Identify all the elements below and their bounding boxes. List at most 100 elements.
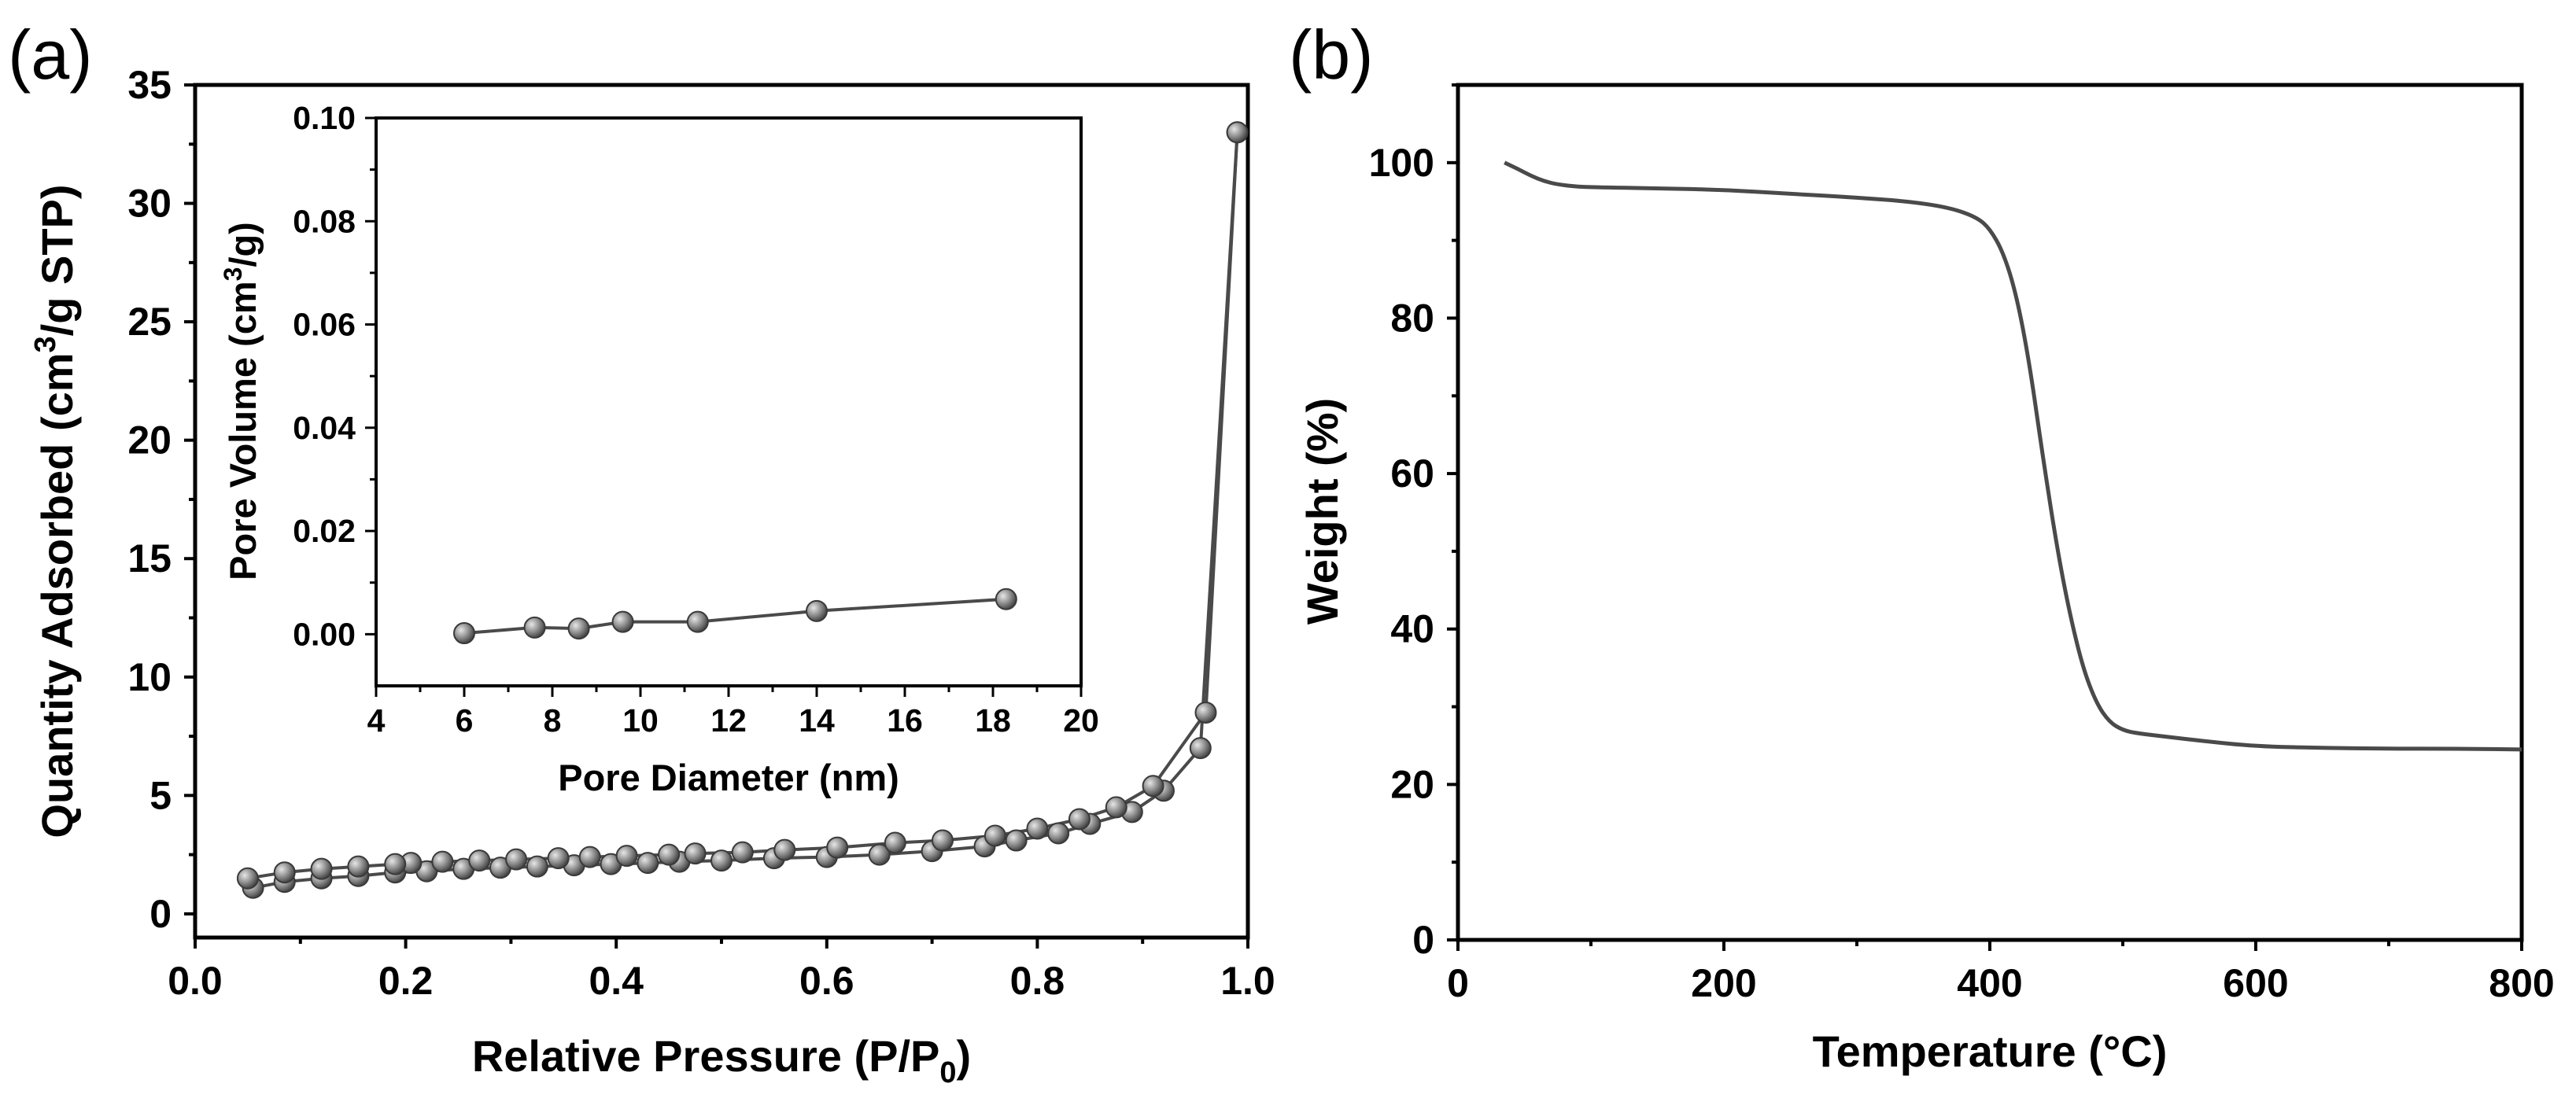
panel-a-x-tick-label: 0.0 xyxy=(168,959,223,1003)
inset-y-tick-label: 0.02 xyxy=(293,513,356,549)
inset-x-tick-label: 12 xyxy=(710,702,747,739)
inset-point xyxy=(686,610,709,633)
inset-x-tick-label: 4 xyxy=(367,702,386,739)
inset-x-tick-label: 16 xyxy=(887,702,923,739)
panel-a-y-tick-label: 35 xyxy=(127,63,172,107)
panel-b-label: (b) xyxy=(1289,16,1374,94)
inset-y-tick-label: 0.04 xyxy=(293,410,356,446)
panel-b-x-tick-label: 200 xyxy=(1691,961,1756,1005)
panel-b-y-tick-label: 100 xyxy=(1369,141,1434,185)
panel-b-tga-curve xyxy=(1504,160,2522,752)
panel-a-desorption-point xyxy=(547,847,570,870)
panel-b-x-axis-label: Temperature (°C) xyxy=(1813,1026,2168,1076)
panel-a-y-tick-label: 5 xyxy=(149,773,172,817)
panel-b-y-tick-label: 40 xyxy=(1390,607,1434,651)
panel-a-desorption-point xyxy=(347,855,370,878)
inset-x-tick-label: 10 xyxy=(622,702,659,739)
panel-a-desorption-point xyxy=(236,867,259,890)
panel-b-series xyxy=(1504,160,2522,752)
panel-a-adsorption-point xyxy=(1005,829,1028,852)
panel-a-y-tick-label: 15 xyxy=(127,536,172,580)
inset-y-tick-label: 0.06 xyxy=(293,307,356,343)
panel-a-y-tick-label: 30 xyxy=(127,182,172,226)
panel-a-desorption-point xyxy=(505,848,528,871)
panel-a-desorption-point xyxy=(684,842,707,865)
panel-b-y-tick-label: 60 xyxy=(1390,451,1434,496)
panel-a-x-tick-label: 0.2 xyxy=(378,959,434,1003)
panel-a-desorption-point xyxy=(431,850,454,873)
panel-b-y-tick-label: 0 xyxy=(1412,918,1434,962)
panel-a-adsorption-point xyxy=(1189,737,1212,760)
panel-a-desorption-point xyxy=(384,853,407,875)
panel-a-x-tick-label: 0.6 xyxy=(799,959,854,1003)
inset-x-axis-label: Pore Diameter (nm) xyxy=(558,757,899,798)
panel-a-label: (a) xyxy=(8,16,93,94)
panel-b-x-tick-label: 0 xyxy=(1447,961,1469,1005)
panel-a-y-ticks: 0 5 10 15 20 25 30 35 xyxy=(127,63,195,936)
inset-y-tick-label: 0.00 xyxy=(293,616,356,652)
inset-x-tick-label: 20 xyxy=(1063,702,1099,739)
panel-a-desorption-point xyxy=(884,831,906,854)
panel-a-x-ticks: 0.0 0.2 0.4 0.6 0.8 1.0 xyxy=(168,938,1275,1003)
panel-a-desorption-point xyxy=(468,849,491,872)
panel-a-x-tick-label: 0.8 xyxy=(1010,959,1065,1003)
panel-a-x-axis-label: Relative Pressure (P/P0) xyxy=(472,1031,971,1089)
inset-point xyxy=(453,622,475,645)
panel-a-adsorption-point xyxy=(868,843,891,866)
panel-a-y-tick-label: 10 xyxy=(127,655,172,699)
panel-a-desorption-point xyxy=(931,829,954,852)
panel-a-desorption-point xyxy=(578,846,601,868)
panel-a-desorption-point xyxy=(615,845,638,868)
inset-point xyxy=(567,617,590,640)
panel-b: (b) 0 200 400 600 800 0 20 40 60 80 100 Temperatu… xyxy=(1289,16,2555,1076)
panel-b-x-tick-label: 800 xyxy=(2489,961,2554,1005)
inset-point xyxy=(611,610,634,633)
panel-a-adsorption-point xyxy=(1047,822,1070,845)
panel-a-desorption-point xyxy=(1142,775,1164,798)
panel-b-x-ticks: 0 200 400 600 800 xyxy=(1447,940,2555,1005)
panel-a-y-tick-label: 25 xyxy=(127,300,172,344)
inset-y-ticks: 0.00 0.02 0.04 0.06 0.08 0.10 xyxy=(293,100,376,652)
inset-x-tick-label: 6 xyxy=(456,702,474,739)
inset-series xyxy=(453,588,1017,645)
panel-b-x-tick-label: 400 xyxy=(1957,961,2022,1005)
panel-b-y-ticks: 0 20 40 60 80 100 xyxy=(1369,83,1458,962)
panel-a-desorption-point xyxy=(1194,701,1217,724)
panel-a-adsorption-point xyxy=(637,852,659,875)
panel-a-desorption-point xyxy=(310,857,333,880)
panel-b-x-tick-label: 600 xyxy=(2223,961,2288,1005)
inset-y-axis-label: Pore Volume (cm3/g) xyxy=(219,222,264,580)
panel-a-x-tick-label: 0.4 xyxy=(589,959,644,1003)
panel-a-adsorption-point xyxy=(526,855,548,878)
inset-point xyxy=(523,616,546,639)
panel-a-inset: 4 6 8 10 12 14 16 18 20 0.00 0.02 0.04 0.06 0.08 0.10… xyxy=(219,100,1099,798)
inset-y-tick-label: 0.08 xyxy=(293,203,356,239)
panel-a-desorption-point xyxy=(1105,796,1127,819)
panel-a-desorption-point xyxy=(1026,817,1049,840)
inset-y-tick-label: 0.10 xyxy=(293,100,356,136)
panel-a-desorption-point xyxy=(731,841,754,864)
panel-a-series xyxy=(236,121,1249,899)
panel-a-desorption-point xyxy=(773,838,796,861)
panel-b-y-tick-label: 20 xyxy=(1390,762,1434,806)
panel-a-y-tick-label: 20 xyxy=(127,418,172,462)
panel-a-y-axis-label: Quantity Adsorbed (cm3/g STP) xyxy=(29,184,82,838)
panel-a-desorption-point xyxy=(658,843,681,866)
inset-x-tick-label: 18 xyxy=(975,702,1011,739)
panel-a-desorption-point xyxy=(984,824,1006,847)
inset-x-ticks: 4 6 8 10 12 14 16 18 20 xyxy=(367,686,1099,739)
panel-a-desorption-point xyxy=(826,836,849,859)
inset-x-tick-label: 8 xyxy=(544,702,562,739)
panel-a-adsorption-point xyxy=(710,849,733,872)
panel-b-y-axis-label: Weight (%) xyxy=(1297,398,1347,625)
inset-x-tick-label: 14 xyxy=(799,702,835,739)
panel-a: (a) 0.0 0.2 0.4 0.6 0.8 1.0 0 5 10 15 20 25 30 35 Re… xyxy=(8,16,1275,1089)
inset-point xyxy=(995,588,1017,610)
inset-point xyxy=(806,599,828,622)
panel-a-desorption-point xyxy=(273,861,296,884)
panel-b-y-tick-label: 80 xyxy=(1390,296,1434,340)
panel-a-y-tick-label: 0 xyxy=(149,892,172,936)
panel-a-desorption-point xyxy=(1068,808,1091,831)
panel-b-plot-frame xyxy=(1456,83,2524,942)
